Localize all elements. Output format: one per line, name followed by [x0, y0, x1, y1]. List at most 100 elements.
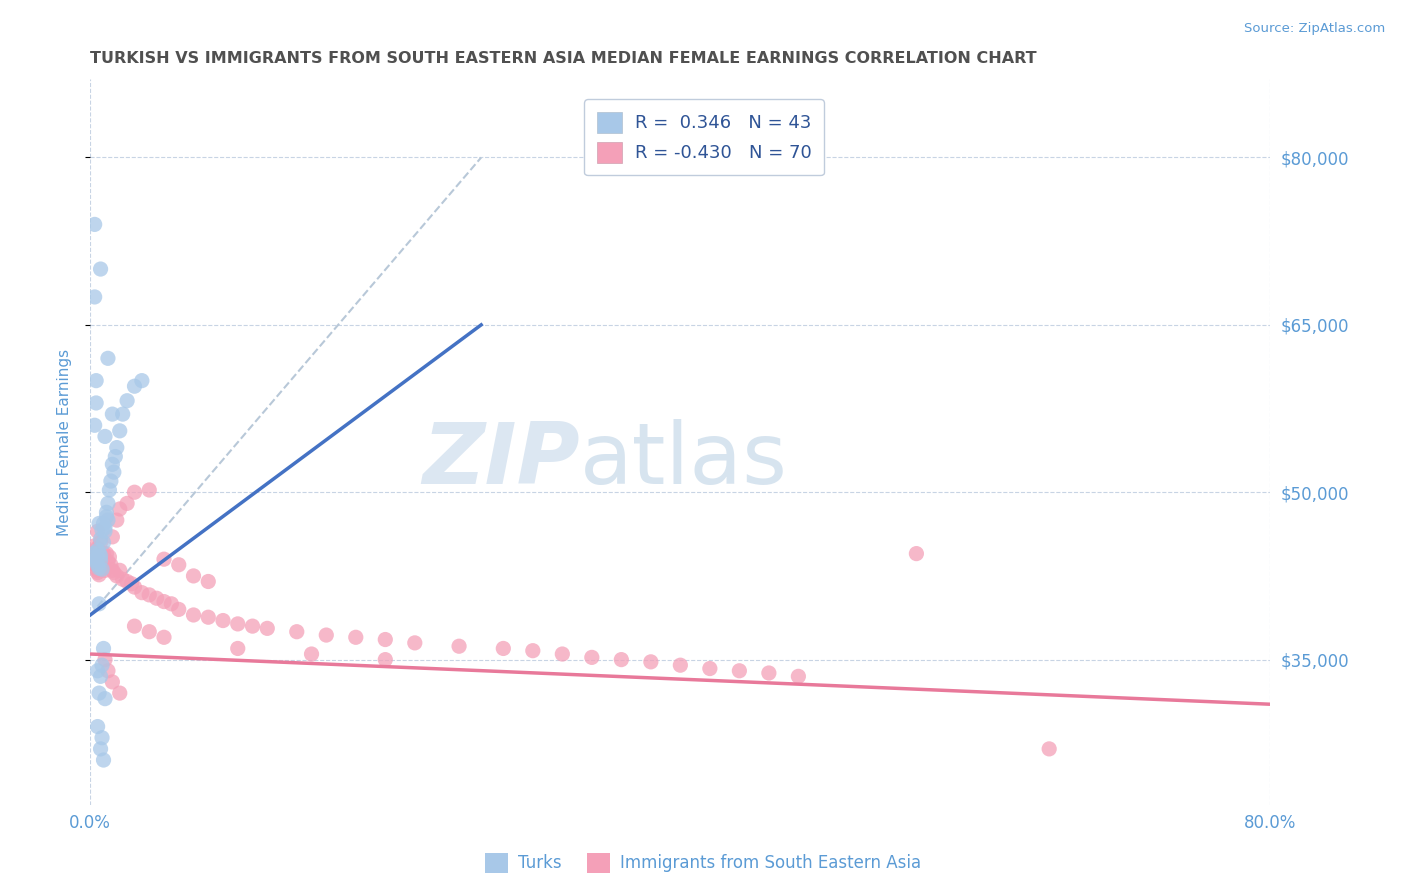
Point	[111, 572, 134, 586]
Point	[115, 393, 138, 408]
Point	[90, 552, 112, 566]
Point	[90, 532, 112, 546]
Point	[87, 567, 110, 582]
Point	[86, 566, 108, 580]
Point	[101, 407, 124, 421]
Point	[97, 664, 120, 678]
Point	[669, 658, 692, 673]
Point	[145, 591, 167, 606]
Point	[84, 552, 107, 566]
Point	[104, 450, 127, 464]
Point	[787, 669, 810, 683]
Point	[82, 547, 104, 561]
Point	[96, 547, 118, 561]
Point	[86, 524, 108, 539]
Text: ZIP: ZIP	[422, 418, 581, 501]
Point	[108, 563, 131, 577]
Point	[96, 509, 118, 524]
Point	[83, 539, 105, 553]
Point	[90, 549, 112, 563]
Point	[100, 558, 122, 572]
Point	[105, 513, 128, 527]
Point	[97, 351, 120, 366]
Point	[301, 647, 323, 661]
Point	[115, 496, 138, 510]
Point	[315, 628, 337, 642]
Point	[84, 554, 107, 568]
Y-axis label: Median Female Earnings: Median Female Earnings	[58, 349, 72, 535]
Point	[94, 524, 117, 539]
Point	[93, 516, 115, 531]
Point	[581, 650, 603, 665]
Point	[87, 561, 110, 575]
Point	[105, 441, 128, 455]
Point	[91, 658, 114, 673]
Point	[83, 218, 105, 232]
Point	[374, 652, 396, 666]
Point	[138, 588, 160, 602]
Point	[344, 630, 367, 644]
Point	[94, 429, 117, 443]
Point	[124, 485, 146, 500]
Point	[93, 535, 115, 549]
Point	[167, 558, 190, 572]
Point	[87, 597, 110, 611]
Point	[131, 585, 153, 599]
Point	[242, 619, 264, 633]
Point	[183, 569, 205, 583]
Legend: Turks, Immigrants from South Eastern Asia: Turks, Immigrants from South Eastern Asi…	[478, 847, 928, 880]
Point	[124, 379, 146, 393]
Point	[87, 686, 110, 700]
Point	[522, 643, 544, 657]
Point	[138, 483, 160, 497]
Point	[640, 655, 662, 669]
Point	[93, 753, 115, 767]
Point	[226, 616, 249, 631]
Point	[97, 554, 120, 568]
Point	[183, 607, 205, 622]
Point	[103, 566, 125, 580]
Point	[97, 513, 120, 527]
Point	[105, 569, 128, 583]
Point	[84, 547, 107, 561]
Point	[449, 639, 471, 653]
Point	[87, 516, 110, 531]
Point	[167, 602, 190, 616]
Point	[83, 558, 105, 572]
Point	[374, 632, 396, 647]
Point	[91, 731, 114, 745]
Point	[86, 541, 108, 555]
Point	[905, 547, 928, 561]
Point	[103, 465, 125, 479]
Point	[97, 496, 120, 510]
Point	[758, 665, 780, 680]
Point	[610, 652, 633, 666]
Point	[153, 594, 176, 608]
Point	[83, 290, 105, 304]
Point	[87, 545, 110, 559]
Point	[87, 561, 110, 575]
Point	[492, 641, 515, 656]
Point	[153, 630, 176, 644]
Point	[94, 521, 117, 535]
Point	[124, 619, 146, 633]
Point	[93, 547, 115, 561]
Legend: R =  0.346   N = 43, R = -0.430   N = 70: R = 0.346 N = 43, R = -0.430 N = 70	[583, 99, 824, 175]
Point	[285, 624, 308, 639]
Point	[101, 530, 124, 544]
Point	[87, 552, 110, 566]
Point	[108, 424, 131, 438]
Point	[404, 636, 426, 650]
Point	[121, 576, 143, 591]
Point	[91, 549, 114, 564]
Point	[551, 647, 574, 661]
Point	[111, 407, 134, 421]
Point	[124, 580, 146, 594]
Point	[84, 374, 107, 388]
Point	[108, 686, 131, 700]
Point	[86, 720, 108, 734]
Point	[98, 483, 121, 497]
Point	[256, 621, 278, 635]
Point	[728, 664, 751, 678]
Point	[101, 458, 124, 472]
